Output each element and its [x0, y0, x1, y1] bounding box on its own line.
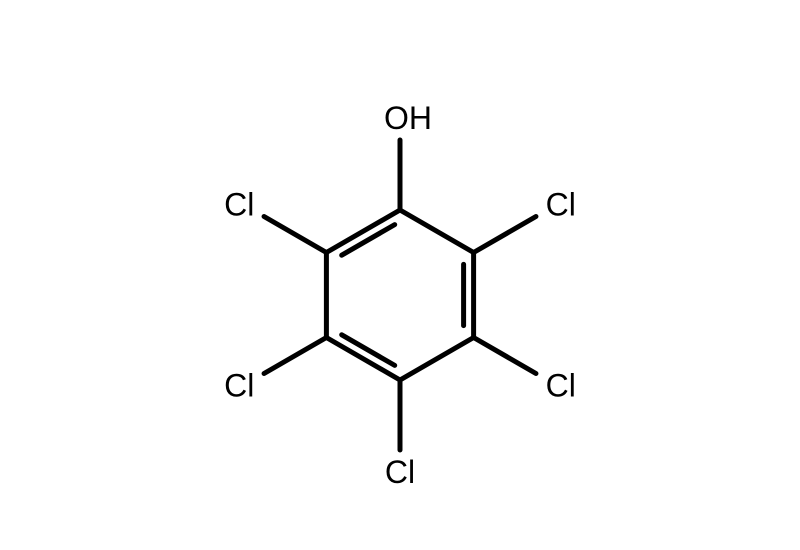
atom-label: OH: [384, 100, 432, 136]
molecule-diagram: OH Cl Cl Cl Cl Cl: [0, 0, 800, 550]
atom-label: Cl: [546, 187, 576, 223]
atom-label: Cl: [224, 368, 254, 404]
atom-label: Cl: [385, 454, 415, 490]
atom-label: Cl: [546, 368, 576, 404]
atom-label: Cl: [224, 187, 254, 223]
